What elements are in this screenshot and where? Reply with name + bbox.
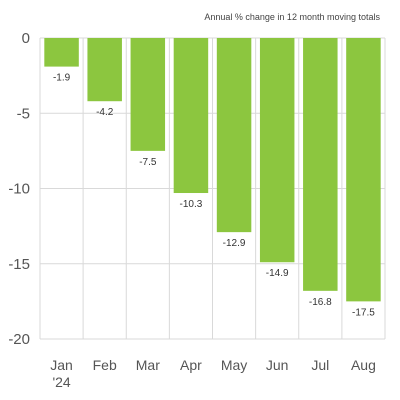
category-label: Jan [50, 357, 73, 373]
data-label: -12.9 [223, 238, 246, 249]
bar [216, 38, 252, 233]
category-label: Apr [180, 357, 202, 373]
category-label: May [221, 357, 247, 373]
bar [130, 38, 166, 151]
data-labels: -1.9 -4.2 -7.5 -10.3 -12.9 -14.9 -16.8 -17.5 [53, 73, 375, 319]
bar [346, 38, 381, 302]
bar [44, 38, 79, 67]
y-tick-label: -15 [8, 256, 30, 273]
category-label: Aug [351, 357, 376, 373]
y-axis-tick-labels: 0 -5 -10 -15 -20 [8, 30, 30, 348]
bars [44, 38, 381, 302]
data-label: -14.9 [266, 268, 289, 279]
category-sublabel: '24 [52, 374, 70, 390]
bar [303, 38, 338, 291]
data-label: -4.2 [96, 107, 114, 118]
category-label: Feb [93, 357, 117, 373]
y-tick-label: -20 [8, 331, 30, 348]
data-label: -16.8 [309, 297, 332, 308]
data-label: -10.3 [180, 199, 203, 210]
y-tick-label: 0 [22, 30, 30, 47]
y-tick-label: -10 [8, 181, 30, 198]
data-label: -17.5 [352, 307, 375, 318]
bar [87, 38, 122, 102]
gridlines [39, 37, 386, 340]
category-label: Mar [136, 357, 160, 373]
chart-annotation: Annual % change in 12 month moving total… [204, 12, 380, 22]
x-axis-category-labels: Jan'24 Feb Mar Apr May Jun Jul Aug [50, 357, 376, 390]
data-label: -7.5 [139, 157, 157, 168]
category-label: Jun [266, 357, 289, 373]
y-tick-label: -5 [17, 105, 30, 122]
bar [259, 38, 295, 263]
category-label: Jul [311, 357, 329, 373]
bar [173, 38, 209, 194]
data-label: -1.9 [53, 73, 71, 84]
